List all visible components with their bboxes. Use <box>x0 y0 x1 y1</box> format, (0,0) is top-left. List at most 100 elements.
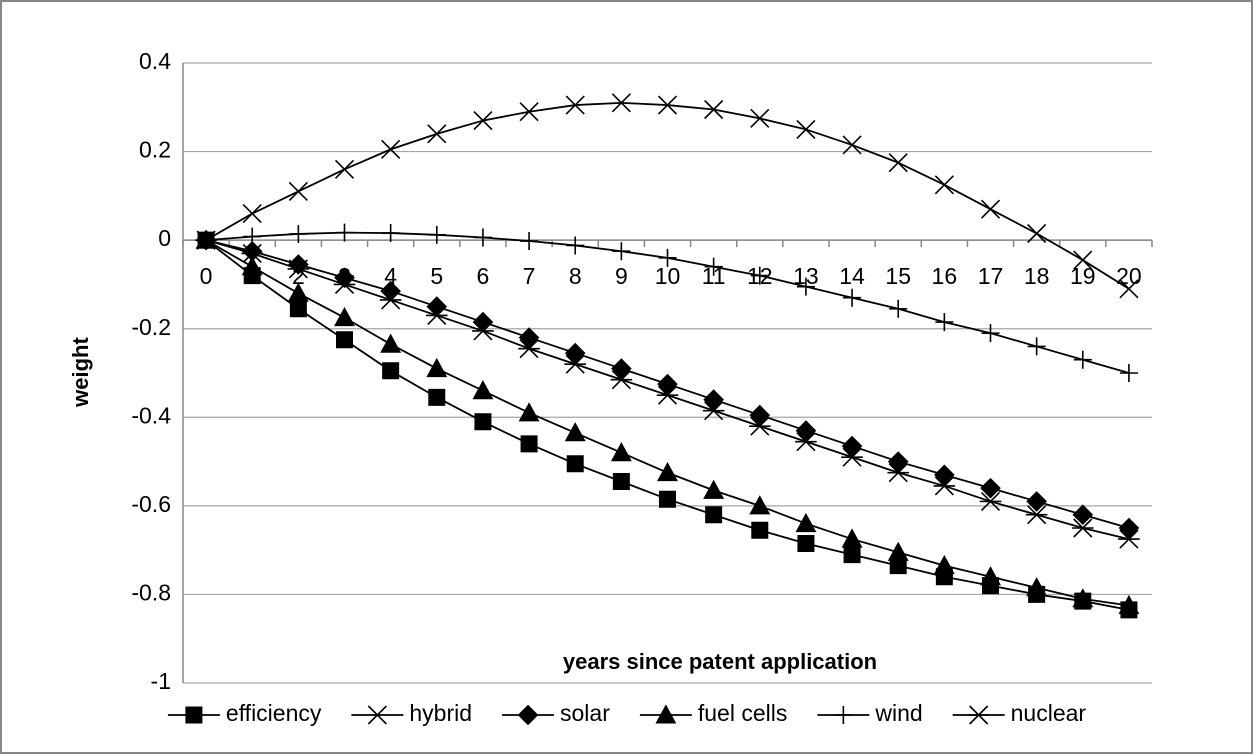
data-point <box>657 95 678 115</box>
data-point <box>1119 279 1139 299</box>
legend-symbol <box>517 704 539 726</box>
data-point <box>611 358 632 379</box>
data-point <box>472 321 494 341</box>
data-point <box>242 204 262 224</box>
data-point <box>841 435 863 457</box>
data-point <box>335 223 354 242</box>
data-point <box>1118 517 1140 539</box>
legend-symbol <box>185 706 203 724</box>
data-point <box>980 199 1001 219</box>
x-tick-label: 7 <box>523 263 536 289</box>
data-point <box>934 175 954 195</box>
x-tick-label: 11 <box>702 263 726 289</box>
data-point <box>841 528 863 548</box>
y-tick-label: 0.4 <box>139 48 171 74</box>
data-point <box>241 256 263 276</box>
data-point <box>243 227 262 246</box>
data-point <box>887 451 909 472</box>
data-point <box>610 442 632 462</box>
data-point <box>795 512 817 533</box>
data-point <box>289 300 307 318</box>
data-point <box>748 416 771 436</box>
data-point <box>657 373 678 395</box>
x-tick-label: 5 <box>430 263 443 289</box>
data-point <box>382 362 400 380</box>
data-point <box>887 541 909 561</box>
data-point <box>797 535 815 552</box>
data-point <box>518 327 540 348</box>
data-point <box>425 305 448 325</box>
x-tick-label: 16 <box>932 263 958 289</box>
y-tick-label: -0.6 <box>131 491 171 517</box>
data-point <box>843 288 862 307</box>
data-point <box>195 230 217 250</box>
data-point <box>565 95 585 115</box>
data-point <box>289 224 308 243</box>
data-point <box>934 464 955 486</box>
data-point <box>379 290 402 310</box>
x-tick-label: 6 <box>477 263 490 289</box>
y-tick-label: -0.8 <box>131 580 171 606</box>
data-point <box>657 461 678 482</box>
data-point <box>981 324 1000 343</box>
x-tick-label: 18 <box>1024 263 1050 289</box>
data-point <box>1071 518 1094 538</box>
data-point <box>702 401 725 421</box>
data-point <box>887 463 910 483</box>
legend-symbol <box>655 704 677 724</box>
data-point <box>750 266 769 285</box>
data-point <box>1026 491 1047 512</box>
data-point <box>704 99 724 120</box>
data-point <box>1119 364 1138 382</box>
data-point <box>520 232 539 251</box>
data-point <box>1072 504 1094 526</box>
data-point <box>426 357 448 378</box>
data-point <box>980 477 1001 499</box>
data-point <box>428 388 446 406</box>
data-point <box>564 342 586 364</box>
data-point <box>979 491 1002 511</box>
data-point <box>564 354 587 374</box>
data-point <box>842 135 862 155</box>
data-point <box>336 331 353 349</box>
data-point <box>750 108 770 128</box>
data-point <box>705 506 723 524</box>
data-point <box>473 111 493 131</box>
data-point <box>566 455 584 473</box>
data-point <box>518 402 540 422</box>
data-point <box>889 299 908 318</box>
x-tick-label: 20 <box>1116 263 1142 289</box>
data-point <box>749 495 771 515</box>
data-point <box>287 259 310 279</box>
data-point <box>287 282 309 302</box>
data-point <box>473 228 492 247</box>
data-point <box>1025 505 1048 525</box>
data-point <box>888 153 908 173</box>
data-point <box>1027 223 1047 244</box>
data-point <box>566 236 585 255</box>
data-point <box>427 124 447 144</box>
data-point <box>518 339 540 359</box>
y-tick-label: -1 <box>151 668 171 694</box>
data-point <box>841 447 863 467</box>
data-point <box>795 432 817 452</box>
data-point <box>703 479 725 499</box>
data-point <box>474 413 492 431</box>
data-point <box>1118 529 1140 549</box>
y-axis-title: weight <box>68 336 93 407</box>
x-axis-title: years since patent application <box>563 649 877 674</box>
legend-label: fuel cells <box>698 700 787 726</box>
data-point <box>796 119 816 139</box>
x-tick-label: 8 <box>569 263 582 289</box>
data-point <box>334 159 355 179</box>
data-point <box>612 242 631 261</box>
x-tick-label: 0 <box>200 263 213 289</box>
data-point <box>933 476 956 496</box>
y-tick-label: -0.4 <box>131 402 171 428</box>
legend-label: nuclear <box>1011 700 1087 726</box>
data-point <box>611 93 631 113</box>
legend-symbol <box>967 705 990 725</box>
data-point <box>933 554 955 575</box>
